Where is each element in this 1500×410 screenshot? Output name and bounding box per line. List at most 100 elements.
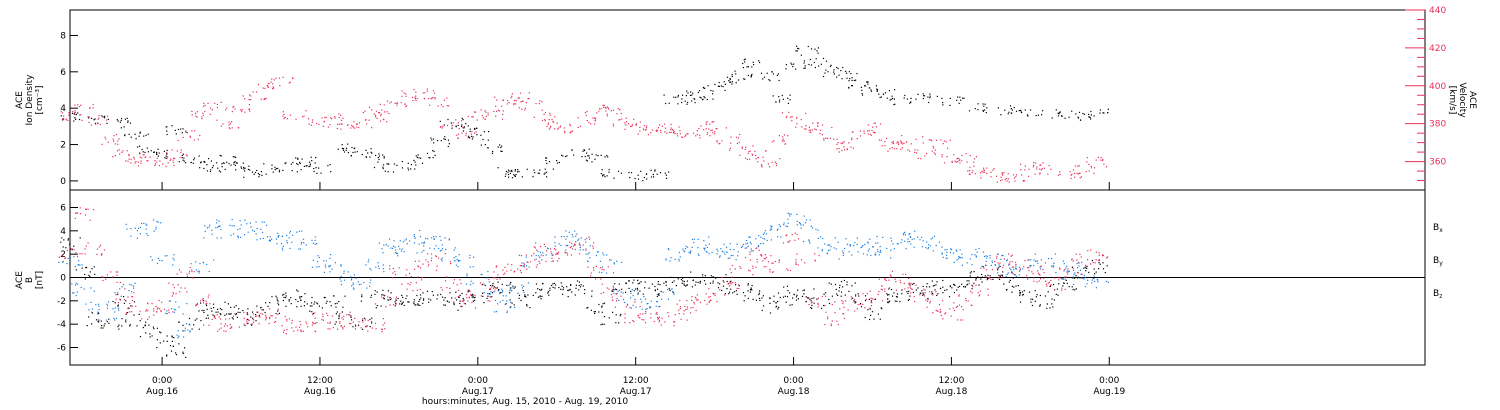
Bx-point-54 [769, 292, 793, 306]
Bx-point-46 [665, 276, 688, 290]
By-point-5 [125, 223, 149, 239]
Bz-point-69 [968, 282, 989, 297]
Bz-point-3 [101, 271, 121, 284]
Bx-point-71 [992, 271, 1016, 285]
density-point-26 [467, 131, 490, 141]
Bz-point-28 [427, 253, 452, 265]
day-tick-label-2: Aug.17 [462, 387, 494, 397]
By-point-50 [716, 248, 739, 261]
Bz-point-66 [926, 300, 946, 315]
Bx-point-50 [717, 280, 740, 295]
By-point-49 [704, 243, 728, 255]
time-tick-label-3: 12:00 [623, 376, 649, 386]
field-axis-label-line1: ACE [15, 271, 25, 289]
By-point-52 [745, 236, 766, 250]
Bz-point-34 [506, 263, 528, 274]
Bx-point-37 [548, 282, 570, 298]
Bx-point-64 [901, 282, 925, 295]
By-point-44 [641, 300, 660, 315]
density-tick-label-6: 6 [60, 68, 66, 78]
density-point-52 [860, 85, 885, 96]
Bz-point-24 [375, 294, 397, 308]
density-point-57 [968, 103, 988, 114]
density-point-12 [243, 168, 267, 178]
Bz-point-51 [729, 264, 754, 278]
Bx-point-56 [795, 288, 818, 303]
time-tick-label-2: 0:00 [468, 376, 488, 386]
density-point-44 [760, 71, 780, 82]
day-tick-label-3: Aug.17 [620, 387, 652, 397]
density-point-27 [480, 144, 503, 154]
velocity-axis-label-line3: [km/s] [1447, 86, 1457, 115]
velocity-point-54 [781, 111, 807, 122]
velocity-point-32 [494, 96, 517, 107]
density-point-4 [137, 145, 158, 155]
By-point-7 [150, 254, 175, 266]
velocity-point-11 [203, 101, 228, 111]
density-point-42 [729, 70, 753, 81]
velocity-point-63 [900, 135, 924, 145]
velocity-point-70 [996, 172, 1010, 183]
Bx-point-31 [467, 289, 491, 304]
density-point-16 [308, 163, 332, 174]
velocity-point-64 [914, 149, 936, 160]
legend-item-By: By [1433, 256, 1443, 267]
By-point-58 [821, 247, 844, 260]
velocity-point-29 [456, 131, 477, 139]
density-point-36 [650, 169, 670, 179]
velocity-point-26 [413, 88, 436, 100]
Bx-point-10 [196, 300, 215, 313]
density-point-3 [124, 131, 149, 140]
Bz-point-2 [84, 242, 105, 256]
Bz-point-4 [115, 288, 135, 304]
Bz-point-1 [74, 207, 95, 221]
Bx-point-16 [271, 293, 292, 307]
velocity-point-17 [282, 110, 307, 120]
density-point-24 [439, 117, 465, 129]
Bz-point-50 [719, 276, 740, 291]
Bz-point-55 [782, 232, 805, 244]
Bx-point-34 [505, 295, 531, 309]
density-point-21 [401, 159, 424, 171]
density-point-35 [628, 170, 648, 182]
Bx-point-25 [389, 294, 407, 307]
By-point-46 [665, 248, 686, 262]
Bz-point-76 [1058, 267, 1083, 279]
density-point-33 [585, 152, 609, 163]
Bz-point-47 [676, 299, 701, 314]
density-point-59 [1018, 109, 1044, 117]
Bx-point-6 [139, 324, 162, 338]
Bx-point-26 [400, 292, 425, 306]
By-point-48 [691, 236, 710, 249]
velocity-point-33 [507, 92, 530, 102]
field-axis: -6 -4 -2 0 2 4 6 [57, 204, 78, 354]
field-tick-label--4: -4 [57, 320, 66, 330]
Bz-point-71 [994, 253, 1014, 268]
velocity-point-50 [729, 145, 754, 156]
Bz-point-45 [650, 313, 676, 327]
Bx-point-58 [823, 282, 846, 297]
density-axis-label-line3: [cm⁻³] [35, 85, 45, 114]
density-point-50 [838, 70, 858, 82]
density-point-18 [350, 146, 372, 158]
Bz-point-27 [414, 259, 438, 271]
Bx-point-65 [917, 284, 938, 299]
day-tick-label-1: Aug.16 [304, 387, 336, 397]
Bz-point-12 [217, 318, 240, 332]
By-point-74 [1033, 253, 1056, 268]
By-point-63 [890, 236, 912, 250]
velocity-point-46 [676, 132, 701, 139]
velocity-point-4 [112, 149, 135, 160]
Bx-point-30 [453, 296, 476, 311]
velocity-point-48 [703, 127, 727, 137]
Bx-point-23 [360, 294, 385, 309]
time-tick-label-5: 12:00 [938, 376, 964, 386]
By-point-39 [573, 237, 591, 251]
velocity-point-65 [928, 139, 951, 149]
By-point-56 [798, 219, 819, 231]
velocity-point-28 [439, 119, 464, 130]
Bx-point-2 [86, 312, 110, 327]
density-point-41 [720, 76, 740, 87]
By-point-76 [1062, 259, 1083, 272]
By-point-10 [190, 259, 215, 274]
